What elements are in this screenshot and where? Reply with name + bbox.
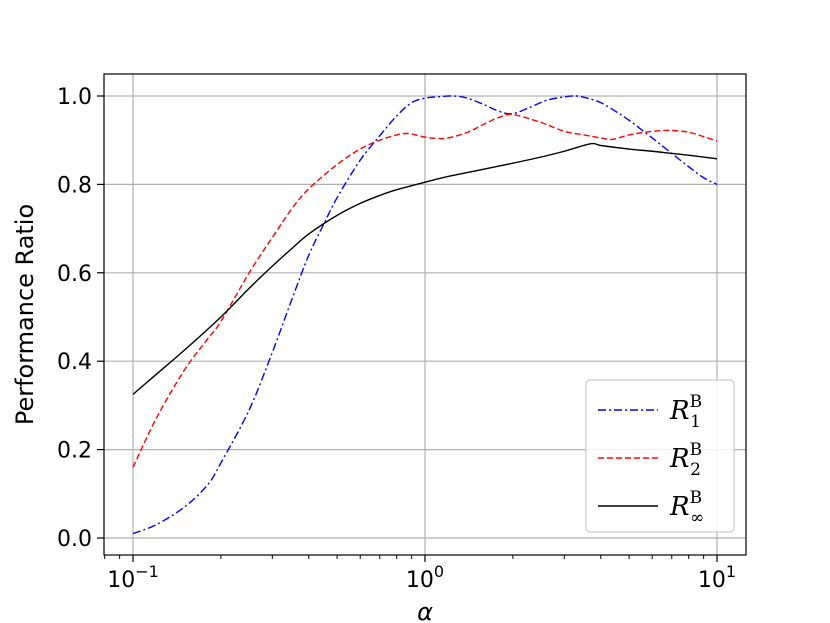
series-line-3 (132, 142, 718, 395)
y-tick-label: 0.2 (57, 439, 92, 464)
y-tick-label: 0.4 (57, 350, 92, 375)
grid-lines (104, 74, 746, 555)
series-layer (132, 95, 718, 535)
legend: RB 1 RB 2 RB ∞ (585, 379, 735, 533)
legend-label-2: RB 2 (669, 440, 702, 480)
x-tick-label: 10−1 (107, 562, 159, 593)
legend-label-3: RB ∞ (669, 488, 704, 528)
y-tick-label: 0.6 (57, 262, 92, 287)
axis-ticks: 0.0 0.2 0.4 0.6 0.8 1.0 10−1 100 101 (57, 85, 736, 593)
legend-box (585, 379, 735, 533)
y-tick-label: 0.8 (57, 173, 92, 198)
series-line-1 (132, 95, 718, 535)
x-tick-label: 100 (406, 562, 444, 593)
x-tick-label: 101 (698, 562, 736, 593)
series-line-2 (132, 113, 718, 468)
y-tick-label: 1.0 (57, 85, 92, 110)
y-axis-label: Performance Ratio (11, 204, 39, 425)
x-axis-label: α (417, 598, 433, 623)
y-tick-label: 0.0 (57, 527, 92, 552)
legend-label-1: RB 1 (669, 392, 702, 432)
